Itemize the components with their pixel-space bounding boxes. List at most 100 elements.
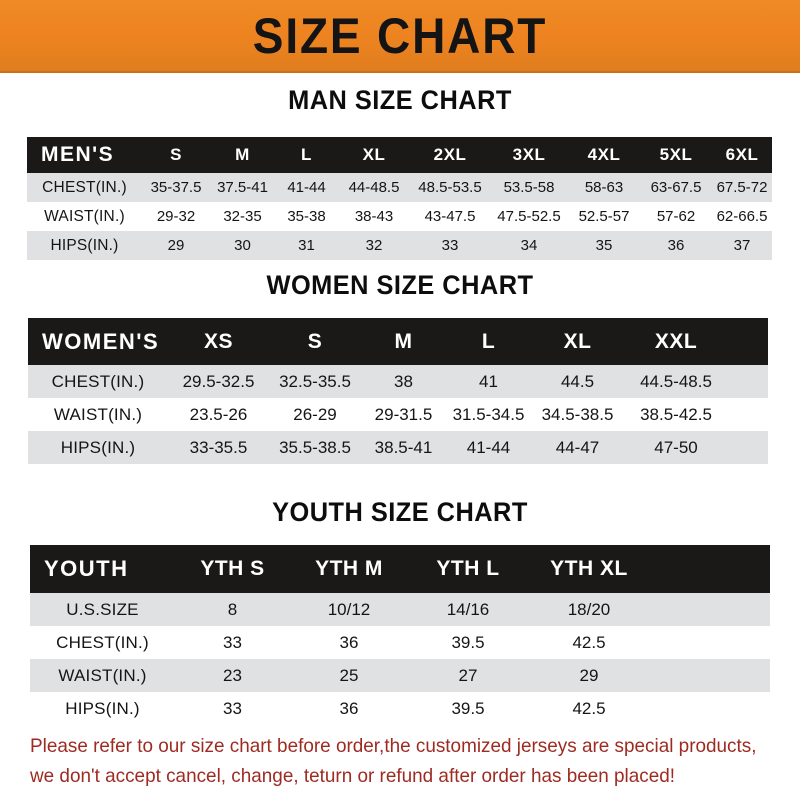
women-row-label: CHEST(IN.) bbox=[51, 371, 145, 391]
youth-cell: 39.5 bbox=[451, 698, 485, 718]
women-table-body: WOMEN'S XS S M L XL XXL CHEST(IN.) 29.5-32.5 32.5… bbox=[28, 318, 768, 464]
youth-column-header: YTH XL bbox=[550, 557, 628, 580]
youth-cell: 33 bbox=[223, 632, 242, 652]
table-row: HIPS(IN.) 33-35.5 35.5-38.5 38.5-41 41-44 44-… bbox=[28, 431, 768, 464]
men-cell: 30 bbox=[234, 237, 251, 254]
youth-size-table: YOUTH YTH S YTH M YTH L YTH XL U.S.SIZE 8 10/12… bbox=[30, 545, 770, 725]
youth-table-body: YOUTH YTH S YTH M YTH L YTH XL U.S.SIZE 8 10/12… bbox=[30, 545, 770, 725]
youth-cell: 27 bbox=[458, 665, 478, 685]
table-row: U.S.SIZE 8 10/12 14/16 18/20 bbox=[30, 593, 770, 626]
disclaimer: Please refer to our size chart before or… bbox=[30, 731, 763, 791]
men-cell: 41-44 bbox=[287, 179, 326, 196]
women-cell: 34.5-38.5 bbox=[541, 404, 614, 424]
men-cell: 32-35 bbox=[223, 208, 262, 225]
men-column-header: L bbox=[301, 145, 312, 164]
youth-cell-spacer bbox=[650, 593, 770, 626]
youth-cell: 29 bbox=[579, 665, 599, 685]
men-cell: 34 bbox=[520, 237, 538, 254]
men-row-label: HIPS(IN.) bbox=[50, 236, 119, 254]
men-cell: 37.5-41 bbox=[217, 179, 268, 196]
men-cell: 44-48.5 bbox=[348, 179, 400, 196]
youth-cell-spacer bbox=[650, 659, 770, 692]
women-header-row: WOMEN'S XS S M L XL XXL bbox=[28, 318, 768, 365]
table-row: HIPS(IN.) 33 36 39.5 42.5 bbox=[30, 692, 770, 725]
men-header-row: MEN'S S M L XL 2XL 3XL 4XL 5XL 6XL bbox=[27, 137, 772, 173]
youth-cell: 36 bbox=[339, 698, 359, 718]
women-cell: 32.5-35.5 bbox=[279, 371, 351, 391]
men-cell: 48.5-53.5 bbox=[418, 179, 482, 196]
men-header-label: MEN'S bbox=[41, 143, 115, 166]
youth-row-label: CHEST(IN.) bbox=[56, 632, 149, 652]
women-cell: 38.5-41 bbox=[374, 437, 433, 457]
men-cell: 67.5-72 bbox=[716, 179, 768, 196]
men-column-header: 4XL bbox=[587, 145, 621, 164]
women-cell: 44.5-48.5 bbox=[640, 371, 712, 391]
table-row: CHEST(IN.) 29.5-32.5 32.5-35.5 38 41 44.5 44.5… bbox=[28, 365, 768, 398]
men-cell: 47.5-52.5 bbox=[497, 208, 561, 225]
women-cell-spacer bbox=[728, 431, 768, 464]
women-header-label: WOMEN'S bbox=[42, 328, 160, 354]
men-column-header: 3XL bbox=[512, 145, 546, 164]
women-cell: 38.5-42.5 bbox=[640, 404, 712, 424]
youth-column-header: YTH M bbox=[315, 557, 383, 580]
table-row: WAIST(IN.) 23 25 27 29 bbox=[30, 659, 770, 692]
women-header-spacer bbox=[728, 318, 768, 365]
women-column-header: XXL bbox=[654, 329, 698, 353]
table-row: CHEST(IN.) 33 36 39.5 42.5 bbox=[30, 626, 770, 659]
men-cell: 62-66.5 bbox=[716, 208, 768, 225]
youth-header-row: YOUTH YTH S YTH M YTH L YTH XL bbox=[30, 545, 770, 593]
women-cell: 47-50 bbox=[654, 437, 698, 457]
youth-cell-spacer bbox=[650, 626, 770, 659]
women-cell: 35.5-38.5 bbox=[279, 437, 351, 457]
women-cell: 23.5-26 bbox=[189, 404, 248, 424]
youth-cell: 25 bbox=[339, 665, 359, 685]
men-cell: 57-62 bbox=[656, 208, 696, 225]
women-row-label: WAIST(IN.) bbox=[53, 404, 143, 424]
men-cell: 35-38 bbox=[287, 208, 326, 225]
youth-cell: 42.5 bbox=[572, 698, 606, 718]
women-cell-spacer bbox=[728, 365, 768, 398]
table-row: WAIST(IN.) 23.5-26 26-29 29-31.5 31.5-34.5 34… bbox=[28, 398, 768, 431]
men-column-header: 2XL bbox=[433, 145, 467, 164]
men-cell: 32 bbox=[365, 237, 383, 254]
men-row-label: CHEST(IN.) bbox=[42, 178, 127, 196]
youth-cell: 39.5 bbox=[451, 632, 485, 652]
men-cell: 29 bbox=[167, 237, 185, 254]
men-column-header: M bbox=[235, 145, 250, 164]
women-column-header: XS bbox=[203, 329, 233, 353]
men-size-table: MEN'S S M L XL 2XL 3XL 4XL 5XL 6XL CHEST(IN.) 35-37… bbox=[27, 137, 772, 260]
men-cell: 52.5-57 bbox=[578, 208, 630, 225]
women-cell: 44.5 bbox=[560, 371, 595, 391]
men-cell: 63-67.5 bbox=[650, 179, 702, 196]
youth-header-label: YOUTH bbox=[44, 556, 129, 581]
men-cell: 58-63 bbox=[584, 179, 624, 196]
youth-column-header: YTH L bbox=[436, 557, 500, 580]
disclaimer-line-2: we don't accept cancel, change, teturn o… bbox=[30, 765, 676, 787]
section-title-women: WOMEN SIZE CHART bbox=[266, 270, 534, 300]
youth-column-header: YTH S bbox=[200, 557, 265, 580]
men-row-label: WAIST(IN.) bbox=[44, 207, 125, 225]
disclaimer-line-1: Please refer to our size chart before or… bbox=[30, 735, 757, 757]
youth-header-spacer bbox=[650, 545, 770, 593]
women-column-header: XL bbox=[563, 329, 592, 353]
men-cell: 33 bbox=[441, 237, 459, 254]
women-cell: 41-44 bbox=[466, 437, 511, 457]
section-title-youth: YOUTH SIZE CHART bbox=[272, 497, 528, 527]
youth-cell: 23 bbox=[223, 665, 242, 685]
youth-cell-spacer bbox=[650, 692, 770, 725]
men-table-body: MEN'S S M L XL 2XL 3XL 4XL 5XL 6XL CHEST(IN.) 35-37… bbox=[27, 137, 772, 260]
section-title-man: MAN SIZE CHART bbox=[288, 85, 512, 115]
youth-cell: 42.5 bbox=[572, 632, 606, 652]
youth-cell: 8 bbox=[227, 599, 238, 619]
women-cell: 41 bbox=[479, 371, 498, 391]
men-cell: 35 bbox=[595, 237, 613, 254]
women-cell: 33-35.5 bbox=[189, 437, 248, 457]
youth-cell: 10/12 bbox=[327, 599, 371, 619]
youth-cell: 36 bbox=[339, 632, 359, 652]
women-column-header: M bbox=[394, 329, 413, 353]
table-row: HIPS(IN.) 29 30 31 32 33 34 35 36 37 bbox=[27, 231, 772, 260]
men-column-header: 6XL bbox=[725, 145, 759, 164]
youth-row-label: WAIST(IN.) bbox=[58, 665, 147, 685]
women-column-header: L bbox=[481, 329, 496, 353]
